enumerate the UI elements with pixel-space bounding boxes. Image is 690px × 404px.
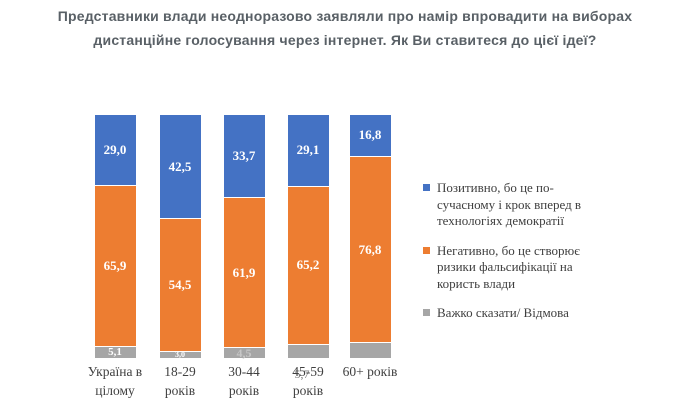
segment-value-label: 5,1 bbox=[108, 346, 122, 359]
legend-label: Позитивно, бо це по- сучасному і крок вп… bbox=[437, 180, 582, 228]
legend-swatch-positive bbox=[423, 184, 430, 191]
bar-segment-positive: 33,7 bbox=[223, 115, 265, 197]
bar-segment-negative: 54,5 bbox=[159, 218, 201, 351]
legend-label: Важко сказати/ Відмова bbox=[437, 305, 569, 320]
x-axis-label: Україна в цілому bbox=[87, 364, 143, 398]
legend-label: Негативно, бо це створює ризики фальсифі… bbox=[437, 242, 580, 291]
x-axis-label: 45-59 років bbox=[292, 364, 324, 398]
bar-segment-negative: 65,9 bbox=[94, 185, 136, 346]
x-axis-label: 60+ років bbox=[342, 364, 398, 379]
bar-segment-positive: 29,0 bbox=[94, 115, 136, 186]
bar-segment-neutral: 5,1 bbox=[94, 345, 136, 359]
segment-value-label: 33,7 bbox=[232, 147, 256, 163]
segment-value-label: 65,2 bbox=[296, 257, 320, 273]
chart-legend: Позитивно, бо це по- сучасному і крок вп… bbox=[423, 180, 678, 322]
bar-segment-neutral bbox=[349, 342, 391, 358]
legend-item-negative: Негативно, бо це створює ризики фальсифі… bbox=[423, 243, 678, 293]
segment-value-label: 16,8 bbox=[358, 127, 382, 143]
bar-segment-neutral: 4,5 bbox=[223, 345, 265, 360]
x-axis-label: 30-44 років bbox=[228, 364, 260, 398]
legend-swatch-neutral bbox=[423, 309, 430, 316]
legend-item-positive: Позитивно, бо це по- сучасному і крок вп… bbox=[423, 180, 678, 230]
bar-segment-positive: 29,1 bbox=[287, 115, 329, 186]
bar-segment-positive: 42,5 bbox=[159, 115, 201, 219]
bar-segment-negative: 76,8 bbox=[349, 155, 391, 343]
segment-value-label: 61,9 bbox=[232, 264, 256, 280]
segment-value-label: 54,5 bbox=[168, 276, 192, 292]
legend-swatch-negative bbox=[423, 246, 430, 254]
bar-segment-neutral bbox=[287, 344, 329, 358]
segment-value-label: 3,0 bbox=[175, 350, 185, 360]
bar-segment-negative: 65,2 bbox=[287, 185, 329, 345]
chart-title: Представники влади неодноразово заявляли… bbox=[57, 8, 633, 48]
bar-segment-neutral: 3,0 bbox=[159, 350, 201, 360]
segment-value-label: 29,0 bbox=[103, 142, 127, 158]
segment-value-label: 4,5 bbox=[236, 345, 252, 360]
legend-item-neutral: Важко сказати/ Відмова bbox=[423, 305, 678, 322]
segment-value-label-below: 5,7 bbox=[294, 367, 310, 381]
x-axis-label: 18-29 років bbox=[164, 364, 196, 398]
segment-value-label: 65,9 bbox=[103, 258, 127, 274]
segment-value-label: 42,5 bbox=[168, 158, 192, 174]
segment-value-label: 76,8 bbox=[358, 241, 382, 257]
bar-segment-positive: 16,8 bbox=[349, 115, 391, 156]
segment-value-label: 29,1 bbox=[296, 142, 320, 158]
bar-segment-negative: 61,9 bbox=[223, 196, 265, 348]
